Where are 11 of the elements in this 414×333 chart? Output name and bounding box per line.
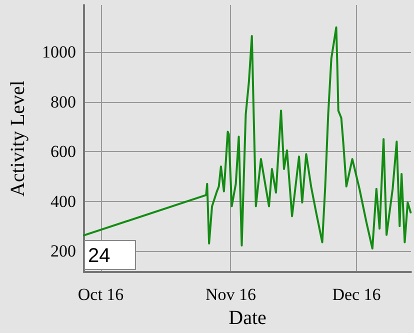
x-tick-label: Dec 16: [332, 285, 381, 304]
y-tick-label: 800: [50, 92, 76, 112]
y-tick-label: 1000: [42, 42, 76, 62]
y-tick-label: 200: [50, 241, 76, 260]
x-tick-label: Oct 16: [78, 285, 124, 304]
x-axis-title: Date: [228, 307, 266, 329]
y-tick-label: 600: [50, 142, 76, 162]
y-axis-title: Activity Level: [7, 80, 29, 197]
text-field: 24: [84, 240, 136, 270]
y-tick-label: 400: [50, 192, 76, 211]
x-tick-label: Nov 16: [205, 285, 256, 304]
